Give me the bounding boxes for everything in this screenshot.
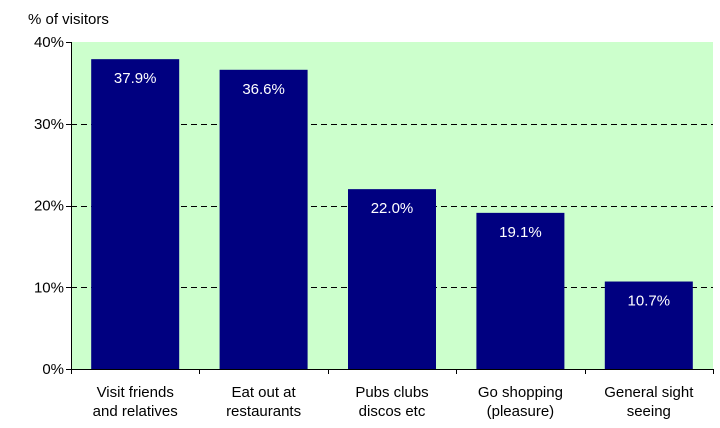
- bar: [348, 189, 436, 369]
- axes: [66, 42, 714, 374]
- x-tick-label: Pubs clubs discos etc: [355, 384, 428, 420]
- x-tick-label: Go shopping (pleasure): [478, 384, 563, 420]
- bars: [91, 59, 693, 370]
- data-label: 19.1%: [499, 224, 542, 241]
- y-axis-title: % of visitors: [28, 11, 109, 28]
- y-tick-label: 10%: [34, 279, 64, 296]
- bar: [604, 281, 693, 369]
- y-tick-label: 40%: [34, 34, 64, 51]
- bar: [476, 212, 565, 369]
- data-label: 37.9%: [114, 70, 157, 87]
- x-tick-label: Eat out at restaurants: [226, 384, 301, 420]
- x-tick-label: General sight seeing: [604, 384, 694, 420]
- y-tick-label: 20%: [34, 198, 64, 215]
- y-tick-label: 0%: [42, 361, 64, 378]
- bar: [219, 69, 308, 370]
- y-tick-labels: 0% 10% 20% 30% 40%: [34, 34, 64, 378]
- x-tick-label: Visit friends and relatives: [93, 384, 178, 420]
- data-label: 36.6%: [242, 81, 285, 98]
- data-label: 10.7%: [628, 293, 671, 310]
- bar: [91, 59, 180, 369]
- value-labels: 37.9% 36.6% 22.0% 19.1% 10.7%: [114, 70, 670, 309]
- data-label: 22.0%: [371, 200, 414, 217]
- x-tick-labels: Visit friends and relatives Eat out at rest…: [93, 384, 695, 420]
- y-tick-label: 30%: [34, 116, 64, 133]
